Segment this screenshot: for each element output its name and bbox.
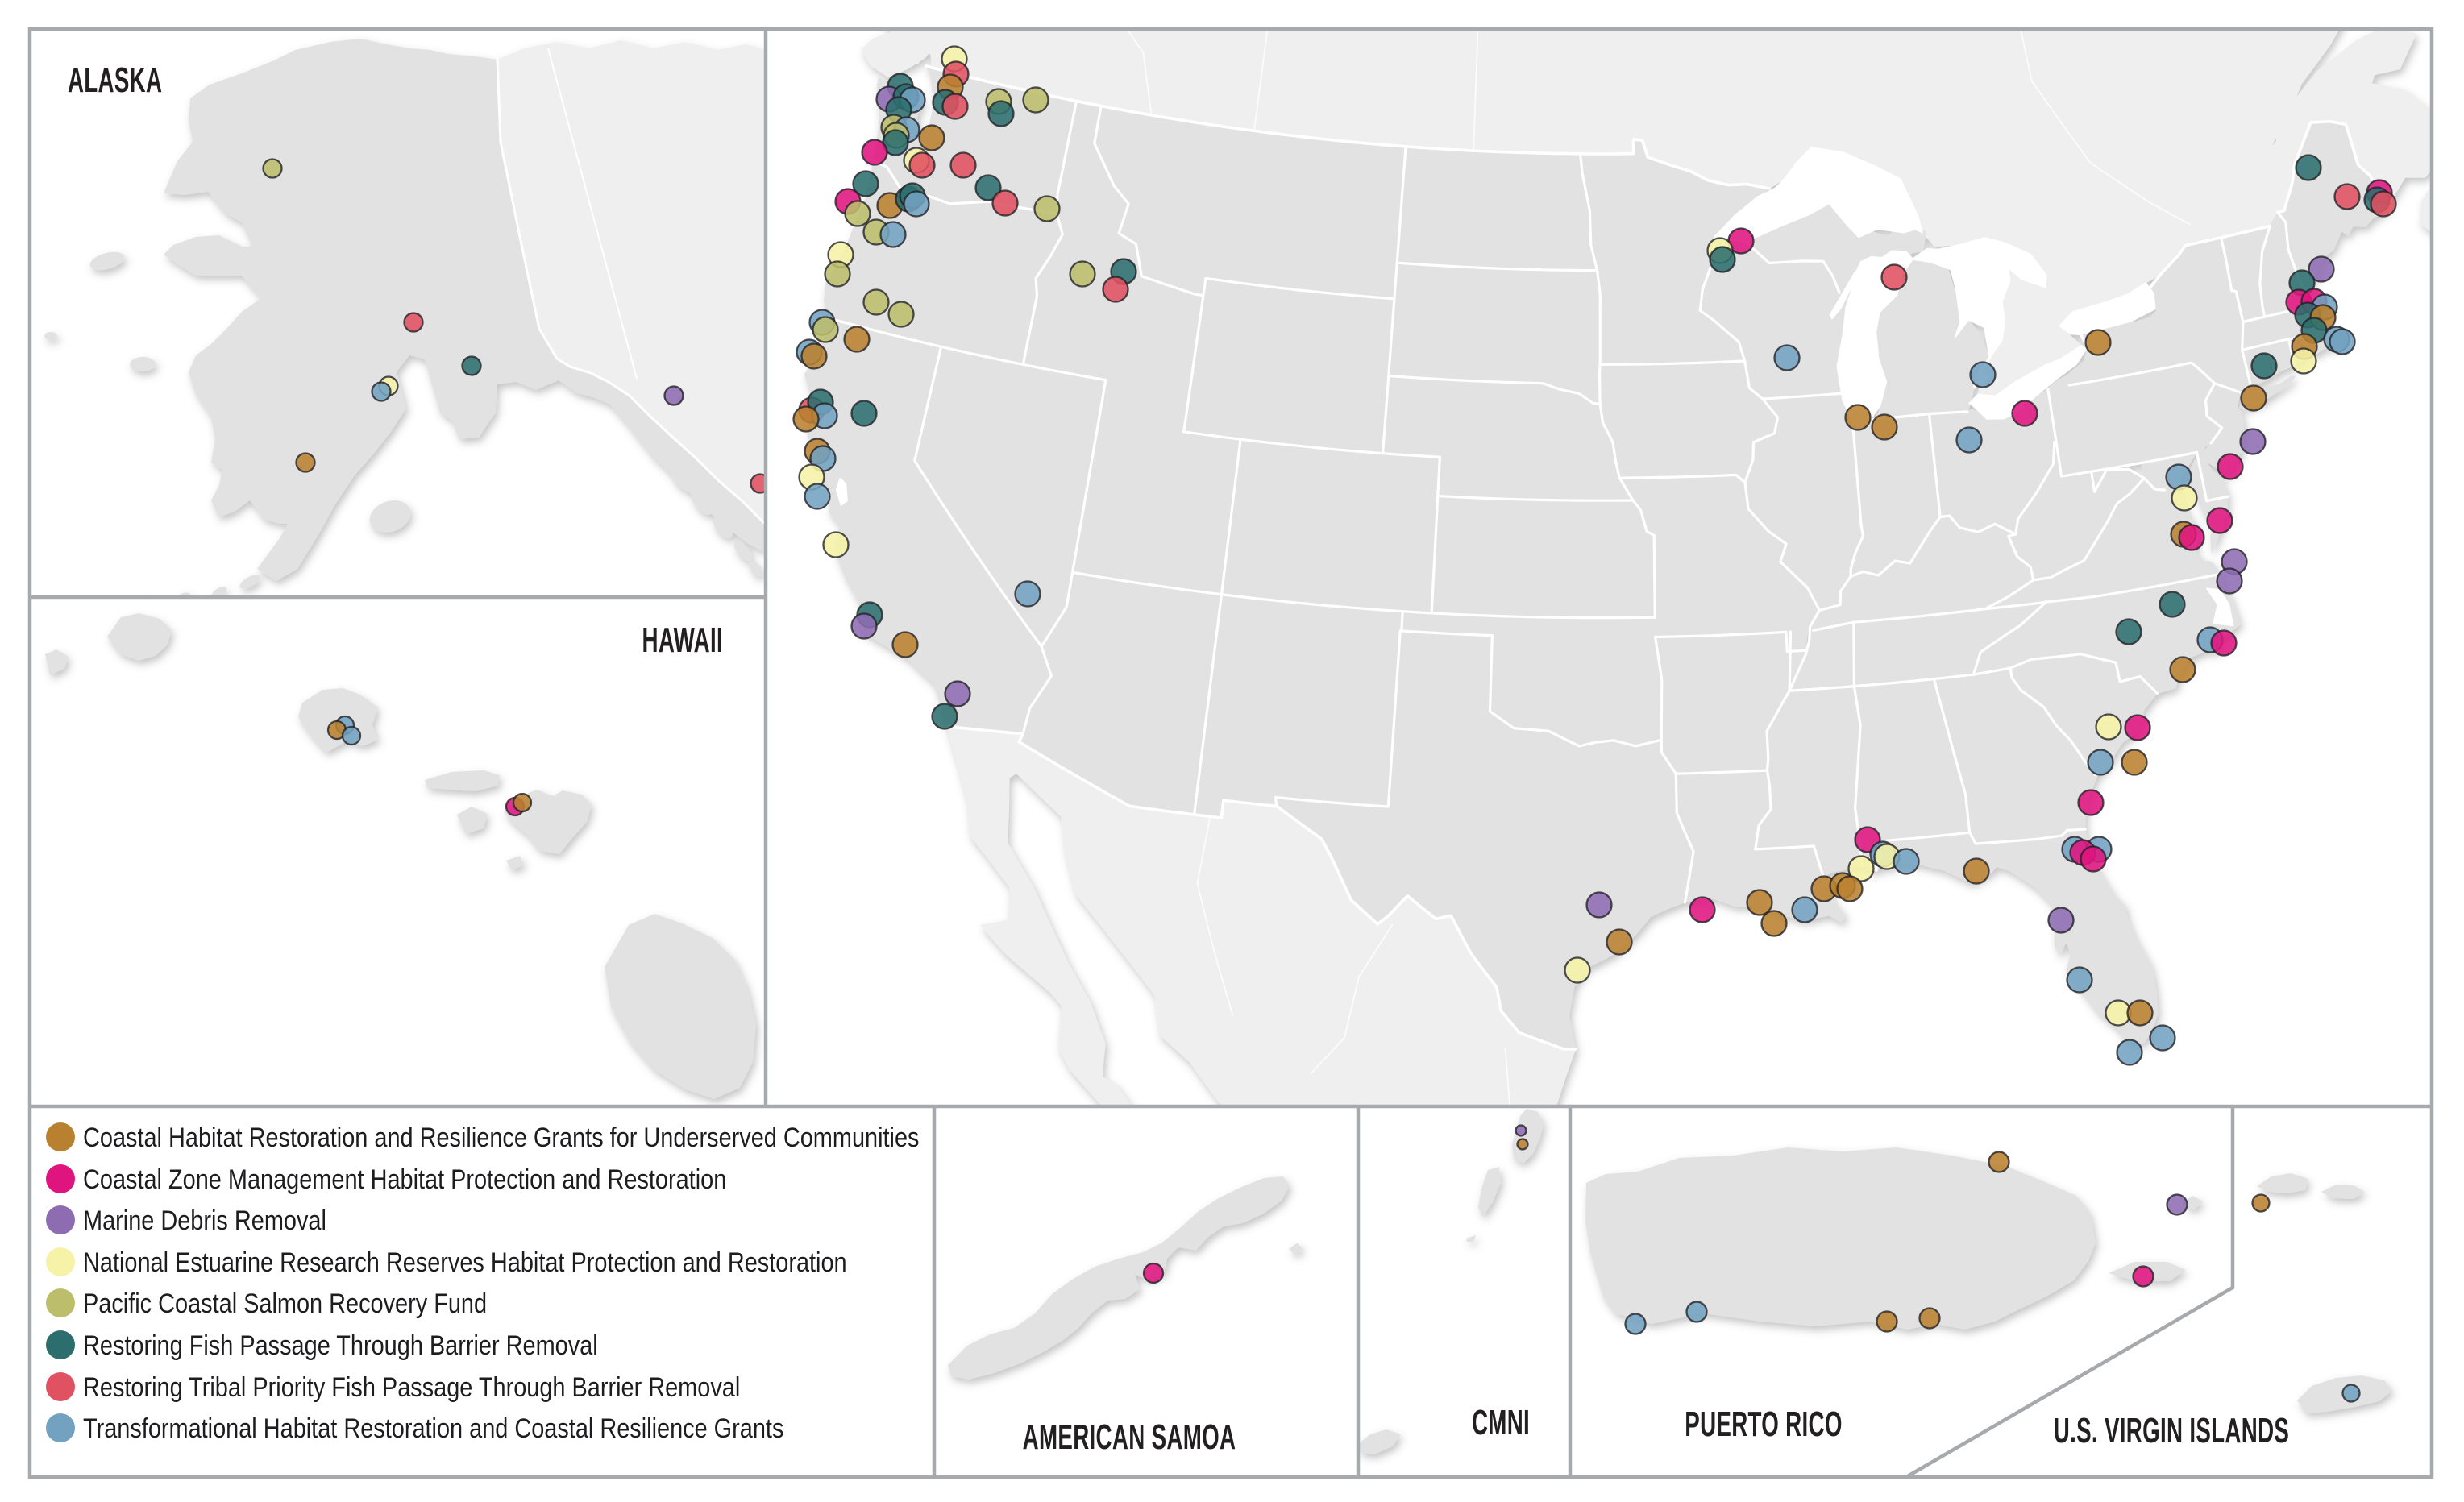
svg-text:PUERTO RICO: PUERTO RICO	[1685, 1404, 1842, 1444]
svg-text:ALASKA: ALASKA	[68, 60, 162, 100]
svg-text:U.S. VIRGIN ISLANDS: U.S. VIRGIN ISLANDS	[2054, 1411, 2289, 1450]
svg-text:CMNI: CMNI	[1472, 1403, 1530, 1442]
svg-text:Pacific Coastal Salmon Recover: Pacific Coastal Salmon Recovery Fund	[83, 1288, 487, 1319]
svg-text:Coastal Habitat Restoration an: Coastal Habitat Restoration and Resilien…	[83, 1122, 919, 1153]
svg-text:Coastal Zone Management Habita: Coastal Zone Management Habitat Protecti…	[83, 1164, 726, 1195]
svg-text:Restoring Fish Passage Through: Restoring Fish Passage Through Barrier R…	[83, 1330, 598, 1361]
svg-text:Marine Debris Removal: Marine Debris Removal	[83, 1205, 326, 1236]
svg-text:HAWAII: HAWAII	[642, 620, 723, 660]
svg-text:Restoring Tribal Priority Fish: Restoring Tribal Priority Fish Passage T…	[83, 1371, 740, 1403]
svg-text:Transformational Habitat Resto: Transformational Habitat Restoration and…	[83, 1413, 783, 1444]
svg-text:National Estuarine Research Re: National Estuarine Research Reserves Hab…	[83, 1247, 847, 1278]
svg-text:AMERICAN SAMOA: AMERICAN SAMOA	[1023, 1417, 1236, 1457]
